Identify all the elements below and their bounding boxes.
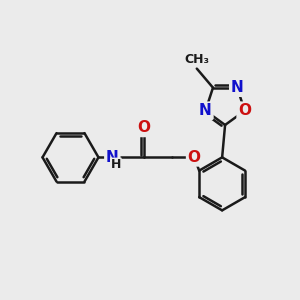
Text: O: O [188, 150, 201, 165]
Text: O: O [138, 120, 151, 135]
Text: CH₃: CH₃ [184, 53, 209, 66]
Text: H: H [111, 158, 121, 171]
Text: O: O [238, 103, 251, 118]
Text: N: N [106, 150, 119, 165]
Text: N: N [231, 80, 244, 95]
Text: N: N [199, 103, 212, 118]
